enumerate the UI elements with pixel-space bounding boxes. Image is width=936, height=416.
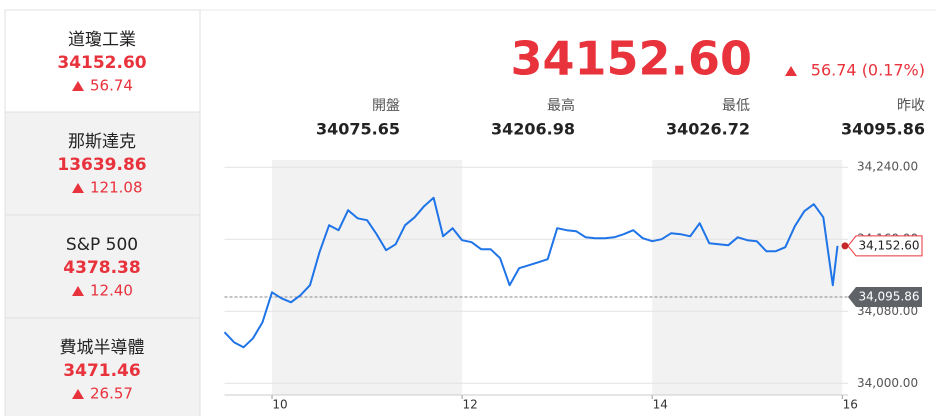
index-value: 34152.60 (57, 53, 146, 73)
index-change: 56.74 (90, 77, 133, 95)
prev-close-label-box (848, 286, 922, 307)
index-name: 那斯達克 (68, 132, 136, 152)
index-card[interactable] (4, 9, 201, 113)
index-change: 121.08 (90, 179, 143, 197)
hour-band (652, 160, 843, 395)
y-tick-label: 34,000.00 (857, 376, 918, 390)
hour-band (272, 160, 463, 395)
index-value: 3471.46 (63, 361, 140, 381)
last-marker (841, 242, 849, 250)
index-change: 26.57 (90, 385, 133, 403)
index-card[interactable] (4, 317, 201, 416)
index-name: S&P 500 (66, 235, 138, 255)
stat-label: 最高 (547, 97, 575, 114)
price-line (223, 196, 839, 349)
x-tick-label: 12 (462, 398, 477, 412)
prev-close-label: 34,095.86 (858, 289, 919, 303)
last-label: 34,152.60 (858, 238, 919, 252)
up-arrow (72, 183, 84, 193)
up-arrow (72, 286, 84, 296)
index-card[interactable] (4, 214, 201, 319)
stat-label: 昨收 (897, 98, 925, 114)
x-tick-label: 10 (272, 398, 287, 412)
chart: 34,000.0034,080.0034,160.0034,240.001012… (223, 160, 923, 412)
price-change: 56.74 (0.17%) (811, 61, 925, 80)
index-value: 4378.38 (63, 258, 140, 278)
y-tick-label: 34,080.00 (857, 304, 918, 318)
x-tick-label: 14 (653, 398, 668, 412)
x-tick-label: 16 (843, 398, 858, 412)
stat-value: 34026.72 (666, 120, 750, 139)
y-tick-label: 34,240.00 (857, 160, 918, 174)
stat-value: 34206.98 (491, 120, 575, 139)
up-arrow (72, 389, 84, 399)
up-arrow (785, 66, 797, 76)
sidebar: 道瓊工業 34152.60 56.74 那斯達克 13639.86 121.08 S&P 5… (57, 30, 146, 403)
stat-value: 34095.86 (841, 120, 925, 139)
index-name: 道瓊工業 (68, 30, 136, 50)
stat-value: 34075.65 (316, 120, 400, 139)
index-name: 費城半導體 (60, 338, 145, 358)
stat-label: 最低 (722, 98, 750, 114)
stat-label: 開盤 (372, 98, 400, 114)
last-label-box (847, 235, 923, 257)
index-change: 12.40 (90, 282, 133, 300)
price: 34152.60 (510, 32, 752, 86)
stats: 開盤 34075.65 最高 34206.98 最低 34026.72 昨收 34095.86 (316, 97, 925, 139)
up-arrow (72, 81, 84, 91)
index-value: 13639.86 (57, 155, 146, 175)
